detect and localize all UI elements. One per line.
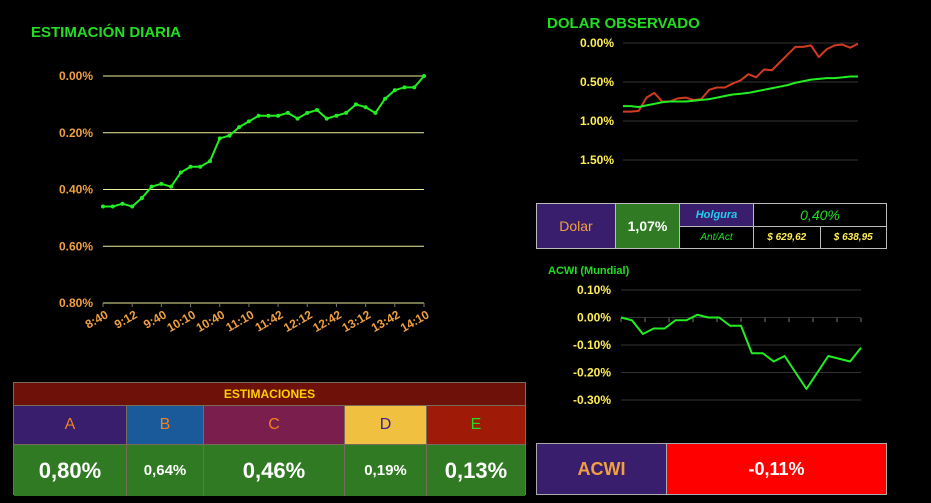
data-point [149,184,154,189]
x-tick-label: 10:10 [164,307,198,335]
x-tick-label: 8:40 [83,307,111,331]
x-tick-label: 11:10 [223,307,256,334]
acwi-label: ACWI [537,444,667,494]
y-tick-label: 1.50% [580,153,614,167]
acwi-value: -0,11% [667,444,886,494]
series-line [103,75,425,208]
y-tick-label: 0.60% [59,239,93,253]
data-point [383,96,388,101]
x-tick-label: 12:42 [310,307,344,335]
estimacion-value-a: 0,80% [14,445,127,496]
data-point [285,110,290,115]
y-tick-label: 0.80% [59,296,93,310]
data-point [363,105,368,110]
estimacion-letter-d: D [345,406,427,444]
data-point [412,85,417,90]
x-tick-label: 11:42 [253,307,286,334]
data-point [217,136,222,141]
acwi-title: ACWI (Mundial) [548,265,630,277]
x-tick-label: 14:10 [398,307,432,335]
data-point [324,116,329,121]
x-tick-label: 9:40 [141,307,169,331]
data-point [353,102,358,107]
y-tick-label: 1.00% [580,114,614,128]
estimacion-title: ESTIMACIÓN DIARIA [31,24,181,41]
dolar-value: 1,07% [616,204,680,248]
estimacion-letter-c: C [204,406,345,444]
dolar-title: DOLAR OBSERVADO [547,15,700,32]
holgura-value: 0,40% [754,204,886,227]
estimacion-chart: 0.00%0.20%0.40%0.60%0.80%8:40 9:12 9:4010:… [59,69,432,335]
data-point [159,181,164,186]
estimacion-value-b: 0,64% [127,445,204,496]
series-line [623,75,858,108]
estimacion-letter-e: E [427,406,525,444]
y-tick-label: 0.00% [580,36,614,50]
data-point [276,113,281,118]
data-point [198,164,203,169]
data-point [402,85,407,90]
estimacion-letter-b: B [127,406,204,444]
data-point [130,204,135,209]
y-tick-label: 0.00% [577,311,611,325]
dolar-chart: 0.00% 0.50% 1.00% 1.50% [580,36,859,167]
estimacion-value-c: 0,46% [204,445,345,496]
acwi-summary: ACWI -0,11% [536,443,887,495]
antact-label: Ant/Act [700,232,733,243]
estimacion-letter-a: A [14,406,127,444]
y-tick-label: 0.00% [59,69,93,83]
series-line [620,313,862,390]
y-tick-label: -0.10% [573,338,611,352]
y-tick-label: -0.20% [573,366,611,380]
data-point [392,88,397,93]
estimacion-value-e: 0,13% [444,457,508,483]
data-point [120,201,125,206]
x-tick-label: 13:12 [340,307,374,335]
data-point [256,113,261,118]
y-tick-label: 0.50% [580,75,614,89]
act-value: $ 638,95 [833,232,873,243]
holgura-label: Holgura [680,204,753,227]
y-tick-label: 0.20% [59,126,93,140]
data-point [315,108,319,113]
data-point [334,113,339,118]
y-tick-label: 0.10% [577,283,611,297]
data-point [178,170,183,175]
data-point [305,110,310,115]
y-tick-label: -0.30% [573,393,611,407]
ant-value: $ 629,62 [754,227,821,248]
y-tick-label: 0.40% [59,183,93,197]
data-point [422,74,426,78]
data-point [139,196,144,201]
data-point [101,204,105,209]
data-point [227,133,232,138]
estimaciones-values-row: 0,80% 0,64% 0,46% 0,19% 0,13% [14,445,525,496]
x-tick-label: 12:12 [281,307,315,335]
data-point [237,125,242,130]
dolar-table: Dolar 1,07% Holgura Ant/Act 0,40% $ 629,… [536,203,887,249]
x-tick-label: 9:12 [112,307,140,331]
x-tick-label: 13:42 [369,307,403,335]
estimacion-value-d: 0,19% [345,445,427,496]
estimaciones-header: ESTIMACIONES [14,383,525,406]
data-point [373,110,378,115]
acwi-chart: 0.10% 0.00% -0.10% -0.20% -0.30% [573,283,862,407]
data-point [295,116,300,121]
data-point [266,113,271,118]
data-point [110,204,115,209]
x-tick-label: 10:40 [194,307,228,335]
data-point [169,184,174,189]
data-point [344,110,349,115]
data-point [208,159,212,164]
dolar-label: Dolar [537,204,616,248]
data-point [188,164,193,169]
data-point [246,119,251,124]
